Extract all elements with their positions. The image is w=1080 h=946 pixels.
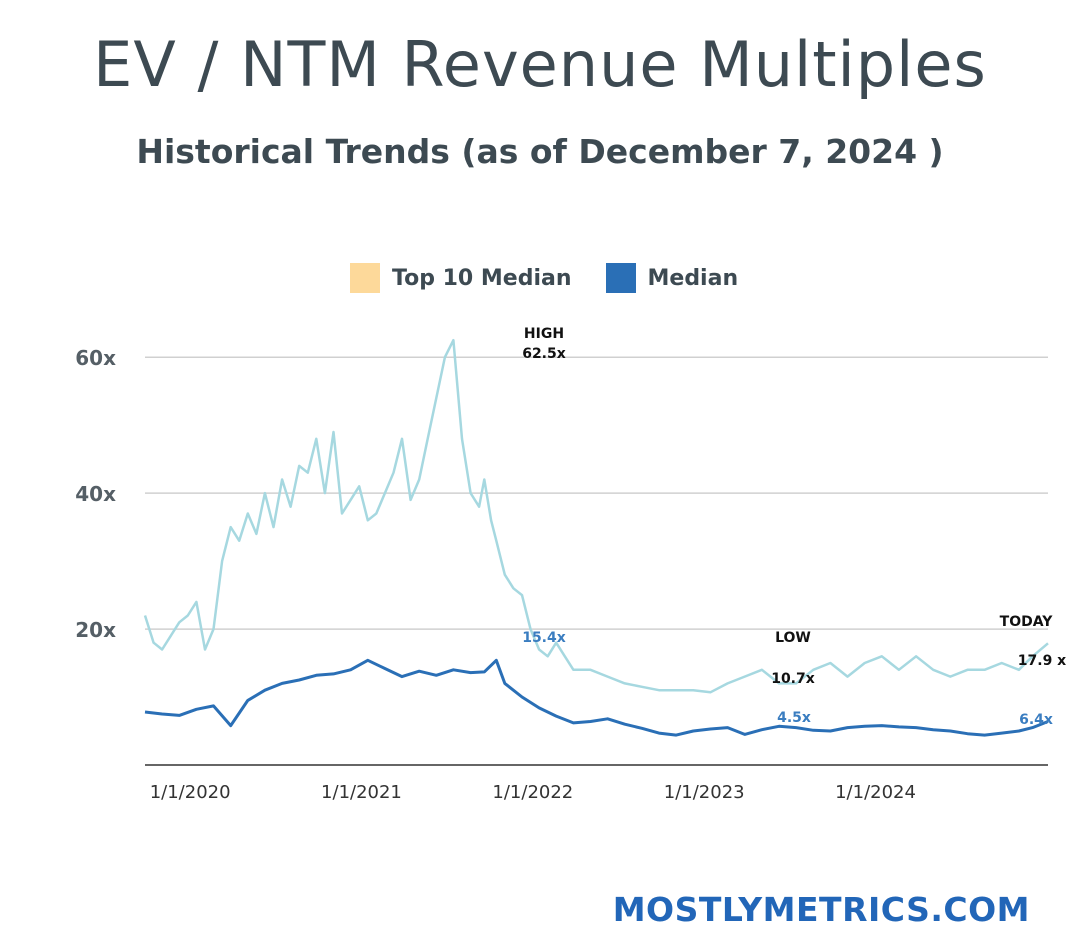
- legend-label-top10: Top 10 Median: [392, 265, 572, 291]
- legend-item-median: Median: [605, 263, 739, 293]
- x-tick-label: 1/1/2023: [664, 782, 745, 803]
- annotation-value: 62.5x: [522, 346, 566, 362]
- x-tick-label: 1/1/2024: [835, 782, 916, 803]
- chart-subtitle: Historical Trends (as of December 7, 202…: [136, 132, 944, 171]
- legend-swatch-top10: [350, 263, 380, 293]
- legend-swatch-median: [605, 263, 636, 293]
- x-tick-label: 1/1/2021: [321, 782, 402, 803]
- series-line-top10: [143, 338, 1049, 694]
- annotation-label: HIGH: [524, 326, 564, 342]
- footer-brand[interactable]: MOSTLYMETRICS.COM: [612, 890, 1030, 929]
- annotation-value: 10.7x: [771, 671, 815, 687]
- legend: Top 10 Median Median: [350, 262, 772, 294]
- series-line-median: [144, 658, 1049, 737]
- legend-label-median: Median: [647, 265, 739, 291]
- annotation-label: LOW: [775, 630, 811, 646]
- y-tick-label: 60x: [75, 346, 116, 370]
- annotation-label: TODAY: [1000, 614, 1054, 630]
- x-tick-label: 1/1/2020: [150, 782, 231, 803]
- y-tick-label: 40x: [75, 482, 116, 506]
- y-tick-label: 20x: [75, 618, 116, 642]
- legend-item-top10: Top 10 Median: [350, 263, 572, 293]
- chart-title: EV / NTM Revenue Multiples: [93, 28, 987, 101]
- annotation-label: 6.4x: [1019, 712, 1053, 728]
- x-tick-label: 1/1/2022: [492, 782, 573, 803]
- annotation-value: 17.9 x: [1018, 653, 1066, 669]
- annotation-label: 15.4x: [522, 630, 566, 646]
- annotation-label: 4.5x: [777, 710, 811, 726]
